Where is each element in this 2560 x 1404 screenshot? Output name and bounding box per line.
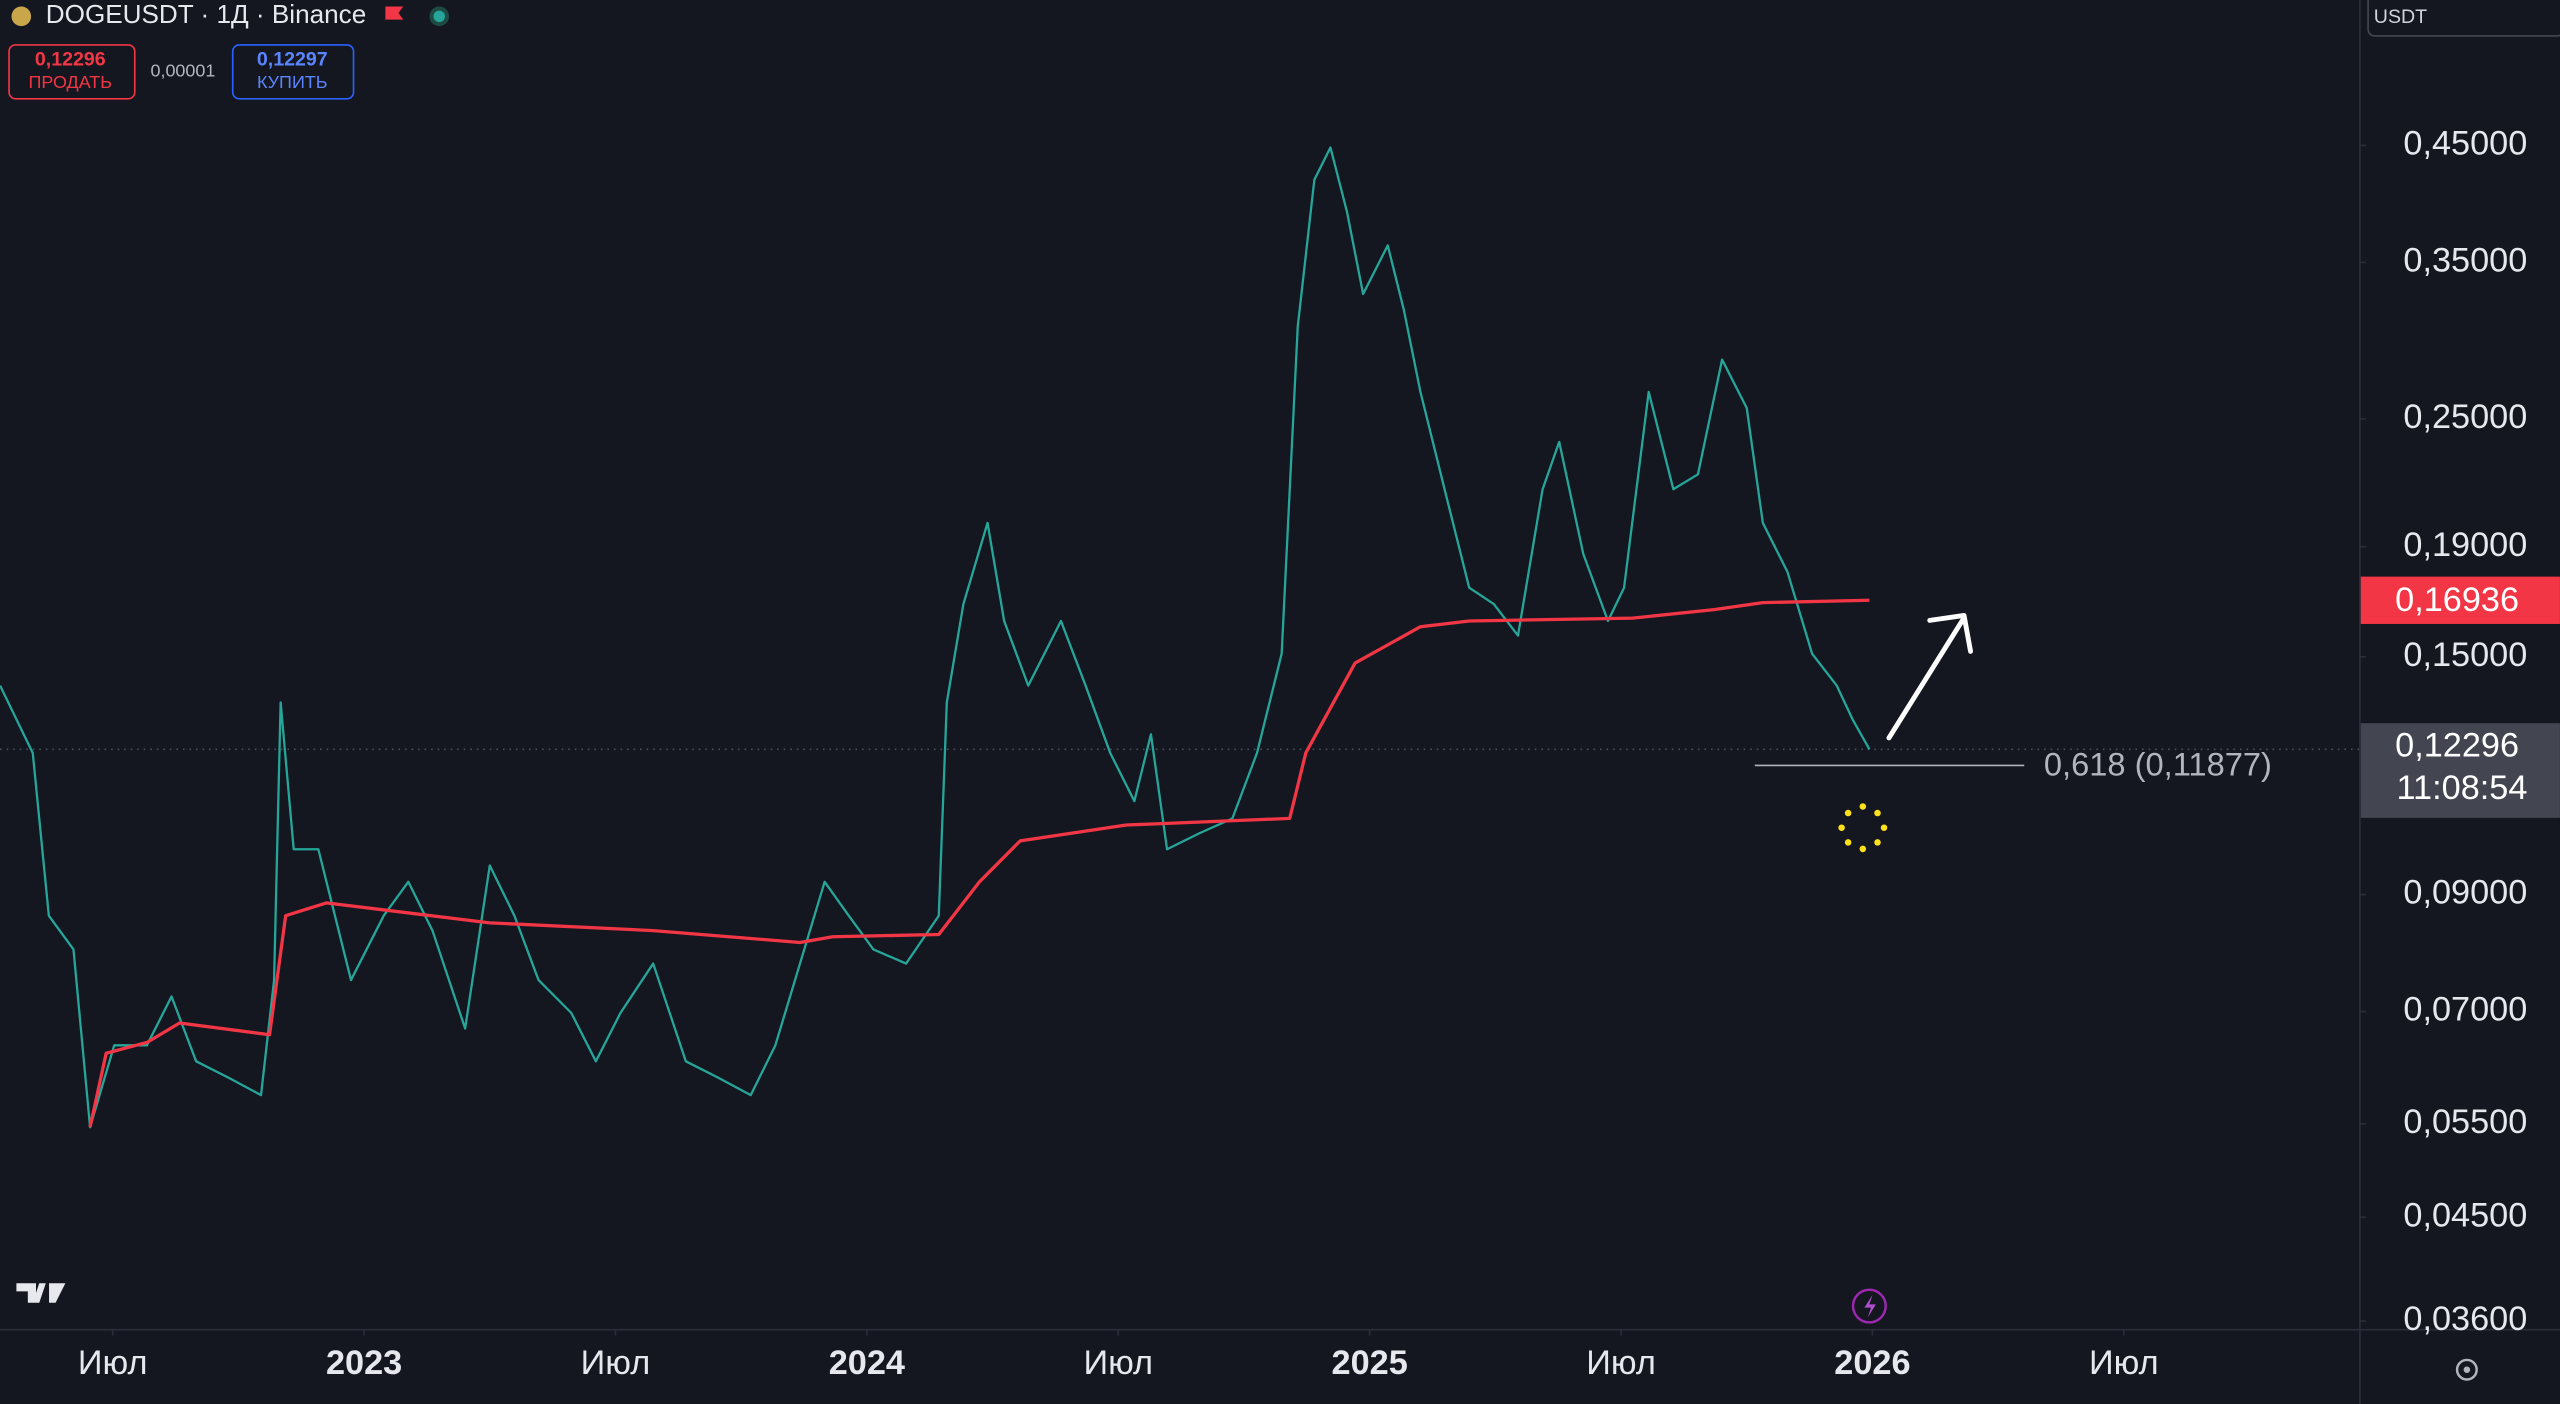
arrow-head bbox=[1927, 613, 1974, 654]
symbol-title: DOGEUSDT · 1Д · Binance bbox=[46, 0, 366, 29]
alert-bolt bbox=[1864, 1294, 1876, 1318]
y-tick-label: 0,07000 bbox=[2403, 991, 2527, 1029]
sell-button[interactable] bbox=[8, 44, 136, 100]
spread: 0,00001 bbox=[150, 61, 215, 81]
dot bbox=[1874, 809, 1881, 817]
dot bbox=[1844, 839, 1852, 846]
dot bbox=[1838, 824, 1845, 831]
y-tick-label: 0,25000 bbox=[2403, 398, 2527, 436]
y-tick-label: 0,09000 bbox=[2403, 874, 2527, 912]
x-tick-label: Июл bbox=[1586, 1344, 1656, 1382]
buy-label: КУПИТЬ bbox=[257, 72, 328, 92]
symbol-icon bbox=[11, 6, 32, 27]
alert-icon[interactable] bbox=[1851, 1288, 1887, 1324]
currency: USDT bbox=[2374, 6, 2427, 28]
x-tick-label: 2025 bbox=[1332, 1344, 1408, 1382]
x-tick-label: 2023 bbox=[326, 1344, 402, 1382]
x-tick-label: Июл bbox=[2089, 1344, 2159, 1382]
buy-button[interactable] bbox=[231, 44, 355, 100]
y-tick-label: 0,45000 bbox=[2403, 124, 2527, 162]
arrow bbox=[1886, 617, 1965, 741]
plot-area bbox=[0, 146, 2360, 1129]
loading-dots bbox=[1838, 803, 1888, 853]
sell-price: 0,12296 bbox=[35, 49, 106, 71]
y-tick-label: 0,15000 bbox=[2403, 636, 2527, 674]
x-tick-label: 2026 bbox=[1834, 1344, 1910, 1382]
y-tick-label: 0,35000 bbox=[2403, 241, 2527, 279]
ma-tag bbox=[2360, 576, 2560, 624]
logo bbox=[16, 1283, 66, 1303]
fib-label: 0,618 (0,11877) bbox=[2044, 746, 2272, 783]
dot bbox=[1874, 839, 1881, 846]
dot bbox=[1880, 824, 1888, 831]
dot bbox=[1859, 803, 1867, 810]
status-dot bbox=[433, 10, 445, 23]
countdown: 11:08:54 bbox=[2397, 769, 2528, 807]
y-tick-label: 0,04500 bbox=[2403, 1196, 2527, 1234]
settings-icon[interactable] bbox=[2455, 1358, 2478, 1381]
settings-dot bbox=[2463, 1366, 2471, 1373]
x-tick-label: Июл bbox=[78, 1344, 148, 1382]
dot bbox=[1844, 809, 1852, 817]
y-tick-label: 0,05500 bbox=[2403, 1103, 2527, 1141]
price-series bbox=[0, 146, 1871, 1129]
sell-label: ПРОДАТЬ bbox=[29, 72, 112, 92]
ma-series bbox=[88, 598, 1870, 1128]
x-tick-label: Июл bbox=[1083, 1344, 1153, 1382]
dot bbox=[1859, 845, 1867, 853]
x-tick-label: Июл bbox=[581, 1344, 651, 1382]
buy-price: 0,12297 bbox=[257, 49, 328, 71]
y-tick-label: 0,03600 bbox=[2403, 1300, 2527, 1338]
ma-tag-label: 0,16936 bbox=[2395, 581, 2519, 619]
x-tick-label: 2024 bbox=[829, 1344, 905, 1382]
flag-icon[interactable] bbox=[385, 6, 404, 20]
price-tag bbox=[2360, 723, 2560, 818]
currency-box[interactable] bbox=[2367, 0, 2560, 37]
y-tick-label: 0,19000 bbox=[2403, 526, 2527, 564]
price-tag-label: 0,12296 bbox=[2395, 727, 2519, 765]
